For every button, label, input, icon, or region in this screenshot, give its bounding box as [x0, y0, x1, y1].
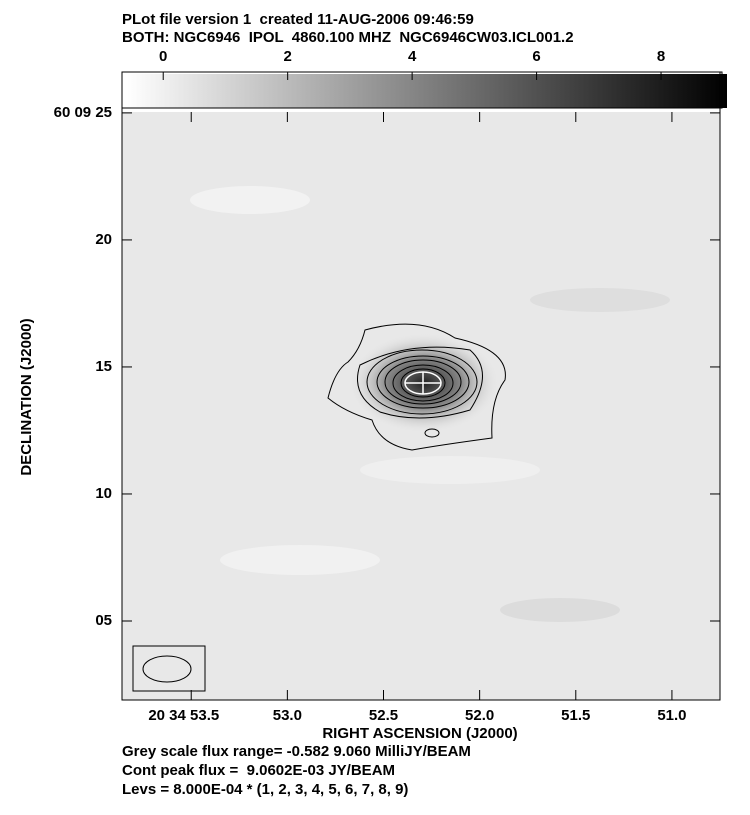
y-tick-label: 20: [95, 231, 112, 248]
y-tick-label: 05: [95, 612, 112, 629]
x-tick-label: 51.5: [561, 707, 590, 724]
x-tick-label: 51.0: [657, 707, 686, 724]
colorbar-tick-label: 4: [408, 48, 417, 65]
y-tick-label: 15: [95, 358, 112, 375]
colorbar-tick-label: 2: [284, 48, 292, 65]
note: Levs = 8.000E-04 * (1, 2, 3, 4, 5, 6, 7,…: [122, 781, 408, 798]
y-tick-label: 60 09 25: [54, 104, 112, 121]
x-tick-label: 52.0: [465, 707, 494, 724]
note: Cont peak flux = 9.0602E-03 JY/BEAM: [122, 762, 395, 779]
plot-frame: [121, 71, 721, 701]
colorbar-tick-label: 8: [657, 48, 665, 65]
y-axis-label: DECLINATION (J2000): [18, 318, 35, 475]
x-tick-label: 53.0: [273, 707, 302, 724]
subtitle: BOTH: NGC6946 IPOL 4860.100 MHZ NGC6946C…: [122, 29, 574, 46]
x-axis-label: RIGHT ASCENSION (J2000): [322, 725, 517, 742]
title: PLot file version 1 created 11-AUG-2006 …: [122, 11, 474, 28]
colorbar-tick-label: 0: [159, 48, 167, 65]
x-tick-label: 20 34 53.5: [148, 707, 219, 724]
note: Grey scale flux range= -0.582 9.060 Mill…: [122, 743, 471, 760]
colorbar: [127, 74, 727, 108]
y-tick-label: 10: [95, 485, 112, 502]
image: [122, 112, 720, 700]
x-tick-label: 52.5: [369, 707, 398, 724]
colorbar-tick-label: 6: [532, 48, 540, 65]
